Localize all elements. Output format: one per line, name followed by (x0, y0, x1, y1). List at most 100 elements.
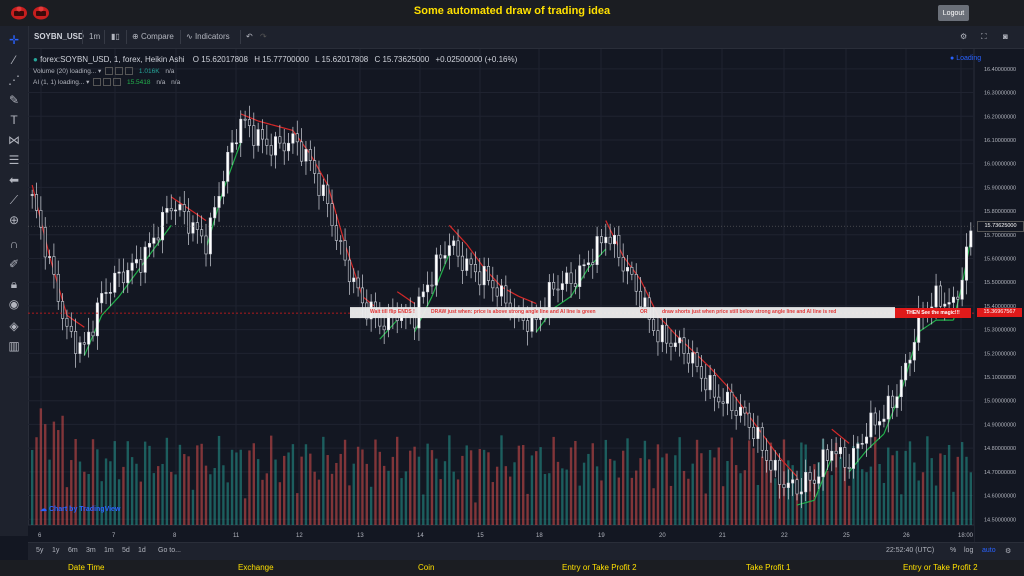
arrow-left-icon[interactable]: ⬅ (8, 173, 20, 187)
volume-bar (926, 436, 929, 525)
volume-bar (300, 456, 303, 525)
price-chart[interactable]: 16.40000000 16.30000000 16.20000000 16.1000… (28, 49, 1024, 542)
candle-body (960, 279, 964, 300)
trendline-icon[interactable]: ⁄ (12, 53, 15, 67)
candle-body (786, 482, 790, 488)
volume-bar (283, 455, 286, 525)
logout-button[interactable]: Logout (938, 5, 969, 21)
candle-body (447, 245, 451, 256)
candle-body (665, 324, 669, 344)
candle-body (526, 320, 530, 332)
compare-button[interactable]: ⊕ Compare (132, 32, 174, 41)
volume-bar (965, 456, 968, 525)
candle-body (52, 256, 56, 275)
volume-bar (613, 460, 616, 525)
volume-bar (817, 462, 820, 525)
magnet-icon[interactable]: ∩ (9, 237, 19, 251)
range-5d[interactable]: 5d (122, 547, 130, 554)
ai-value: 15.5418 (127, 79, 151, 86)
volume-bar (639, 458, 642, 525)
range-3m[interactable]: 3m (86, 547, 96, 554)
ai-line-segment (249, 116, 255, 120)
ai-line-segment (527, 299, 533, 303)
candle-body (582, 264, 586, 267)
candle-body (304, 149, 308, 162)
lock-drawing-icon[interactable]: ✐ (8, 257, 20, 271)
eye-icon[interactable]: ◉ (8, 297, 20, 311)
ai-line-segment (379, 333, 385, 340)
candle-body (695, 352, 699, 367)
ai-line-segment (288, 128, 294, 132)
interval-selector[interactable]: 1m (89, 32, 101, 41)
volume-bar (413, 446, 416, 525)
symbol-selector[interactable]: SOYBN_USD (34, 32, 84, 41)
gear-icon[interactable]: ⚙ (960, 32, 968, 41)
candle-body (500, 285, 503, 297)
pattern-icon[interactable]: ⋈ (8, 133, 20, 147)
volume-bar (960, 442, 964, 525)
volume-bar (382, 465, 386, 525)
price-tick-label: 15.90000000 (984, 185, 1016, 191)
volume-legend[interactable]: Volume (20) loading... ▾ 1.016K n/a (33, 67, 175, 76)
fib-icon[interactable]: ⋰ (8, 73, 20, 87)
chart-type-icon[interactable]: ▮▯ (111, 32, 120, 41)
candle-body (191, 222, 195, 234)
goto-button[interactable]: Go to... (158, 547, 181, 554)
time-axis (28, 525, 974, 542)
trash-icon[interactable]: ▥ (8, 339, 20, 353)
lock-icon[interactable]: 🔒︎ (10, 277, 18, 291)
candle-body (660, 324, 664, 343)
range-5y[interactable]: 5y (36, 547, 44, 554)
ai-line-segment (149, 248, 155, 256)
forecast-icon[interactable]: ☰ (8, 153, 20, 167)
indicators-button[interactable]: ∿ Indicators (186, 32, 230, 41)
camera-icon[interactable]: ◙ (1003, 32, 1008, 41)
settings-gear-icon[interactable]: ⚙ (1005, 548, 1012, 555)
volume-bar (513, 462, 516, 525)
text-icon[interactable]: T (10, 113, 18, 127)
ruler-icon[interactable]: ⟋ (9, 193, 19, 207)
ai-line-segment (931, 319, 937, 324)
logo-icon (11, 6, 27, 20)
redo-icon[interactable]: ↷ (260, 32, 267, 41)
layers-icon[interactable]: ◈ (9, 319, 19, 333)
candle-body (969, 230, 973, 248)
volume-bar (587, 453, 590, 525)
volume-bar (552, 436, 555, 525)
zoom-icon[interactable]: ⊕ (8, 213, 20, 227)
range-1d[interactable]: 1d (138, 547, 146, 554)
candle-body (791, 479, 795, 484)
candle-body (247, 119, 251, 126)
brush-icon[interactable]: ✎ (8, 93, 20, 107)
undo-icon[interactable]: ↶ (246, 32, 253, 41)
volume-bar (930, 458, 933, 525)
candle-body (87, 331, 91, 345)
volume-bar (656, 444, 660, 525)
ai-line-segment (284, 127, 289, 130)
candle-body (78, 342, 82, 354)
log-toggle[interactable]: log (964, 547, 974, 554)
candle-body (82, 342, 86, 345)
range-1m[interactable]: 1m (104, 547, 114, 554)
candle-body (752, 427, 756, 439)
ai-line-segment (266, 122, 272, 126)
tradingview-watermark: ☁ Chart by TradingView (40, 506, 121, 513)
range-6m[interactable]: 6m (68, 547, 78, 554)
volume-bar (839, 457, 842, 525)
volume-bar (939, 453, 942, 525)
volume-bar (674, 455, 677, 525)
fullscreen-icon[interactable]: ⛶ (981, 32, 987, 41)
volume-bar (843, 457, 846, 525)
candle-body (278, 136, 282, 144)
crosshair-icon[interactable]: ✛ (8, 33, 20, 47)
volume-bar (704, 493, 707, 525)
range-1y[interactable]: 1y (52, 547, 60, 554)
percent-toggle[interactable]: % (950, 547, 957, 554)
ai-legend[interactable]: AI (1, 1) loading... ▾ 15.5418 n/a n/a (33, 78, 181, 87)
price-tick-label: 14.80000000 (984, 446, 1016, 452)
volume-bar (461, 455, 464, 525)
candle-body (817, 476, 821, 484)
auto-toggle[interactable]: auto (982, 547, 996, 554)
candle-body (152, 237, 156, 244)
candle-body (612, 235, 616, 245)
